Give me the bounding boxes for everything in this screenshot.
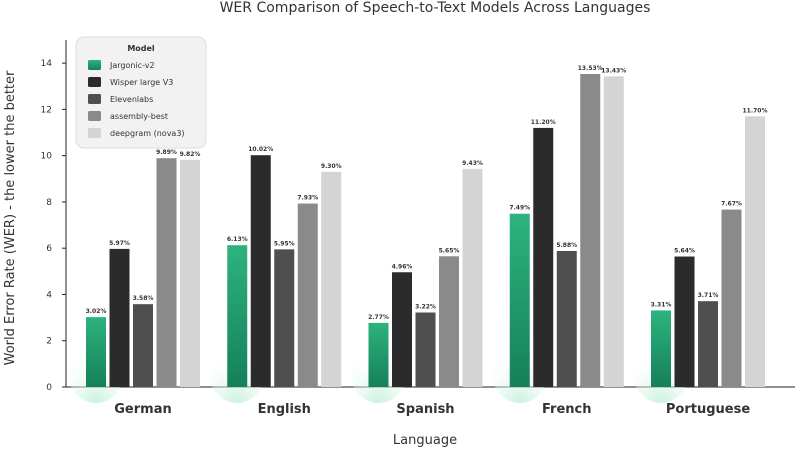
bar-german-2	[133, 304, 153, 387]
x-tick-label: German	[114, 402, 171, 417]
data-label: 9.82%	[180, 151, 201, 158]
bar-spanish-2	[415, 312, 436, 387]
legend-swatch	[88, 60, 101, 70]
bar-french-1	[533, 127, 554, 387]
bar-german-3	[156, 158, 177, 387]
bar-spanish-1	[392, 272, 412, 387]
data-label: 3.02%	[86, 308, 107, 315]
bar-spanish-3	[439, 256, 459, 387]
y-tick-label: 14	[41, 59, 53, 69]
legend-swatch	[88, 77, 101, 87]
legend-box	[75, 36, 207, 149]
bar-german-4	[180, 159, 200, 387]
y-tick-label: 8	[46, 198, 52, 208]
legend-entry: assembly-best	[110, 112, 168, 121]
data-label: 6.13%	[227, 236, 248, 243]
legend-entry: Jargonic-v2	[109, 61, 155, 70]
data-label: 13.43%	[601, 67, 626, 74]
bar-french-4	[603, 76, 624, 387]
y-tick-label: 12	[41, 105, 52, 115]
legend: Model Jargonic-v2 Wisper large V3 Elevenla…	[75, 36, 207, 149]
y-tick-label: 2	[46, 337, 52, 347]
data-label: 5.64%	[674, 248, 695, 255]
bar-french-0	[509, 213, 530, 387]
x-tick-label: English	[258, 402, 311, 417]
data-label: 11.20%	[531, 119, 556, 126]
data-label: 13.53%	[578, 65, 603, 72]
bar-english-0	[227, 245, 248, 387]
data-label: 11.70%	[743, 107, 768, 114]
legend-entry: deepgram (nova3)	[110, 129, 185, 138]
y-tick-label: 10	[41, 152, 53, 162]
data-label: 5.95%	[274, 240, 295, 247]
bar-english-3	[297, 203, 318, 387]
bar-english-1	[250, 155, 271, 387]
legend-swatch	[88, 94, 101, 104]
data-label: 3.22%	[415, 304, 436, 311]
bar-french-3	[580, 74, 601, 388]
x-axis-label: Language	[393, 433, 457, 448]
bar-portuguese-0	[651, 310, 671, 387]
x-tick-label: French	[542, 402, 592, 417]
data-label: 9.43%	[462, 160, 483, 167]
data-label: 5.88%	[556, 242, 577, 249]
data-label: 3.58%	[133, 295, 154, 302]
legend-entry: Wisper large V3	[110, 78, 173, 87]
data-label: 3.31%	[651, 301, 672, 308]
data-label: 10.02%	[248, 146, 273, 153]
data-label: 3.71%	[698, 292, 719, 299]
legend-swatch	[88, 128, 101, 138]
data-label: 9.89%	[156, 149, 177, 156]
y-tick-label: 0	[46, 383, 52, 393]
bar-portuguese-1	[674, 256, 695, 387]
bar-spanish-4	[462, 168, 483, 387]
bar-portuguese-4	[745, 116, 765, 387]
data-label: 4.96%	[392, 263, 413, 270]
data-label: 5.65%	[439, 247, 460, 254]
y-axis-label: World Error Rate (WER) - the lower the b…	[3, 70, 18, 365]
y-tick-label: 4	[46, 290, 52, 300]
data-label: 9.30%	[321, 163, 342, 170]
bar-english-2	[274, 249, 295, 387]
data-label: 7.93%	[297, 195, 318, 202]
bar-portuguese-2	[698, 301, 718, 387]
chart-title: WER Comparison of Speech-to-Text Models …	[220, 0, 651, 16]
bar-portuguese-3	[721, 209, 742, 387]
data-label: 7.67%	[721, 201, 742, 208]
bar-english-4	[321, 171, 342, 387]
bar-german-1	[109, 248, 130, 387]
bar-german-0	[86, 317, 106, 387]
legend-entry: Elevenlabs	[110, 95, 153, 104]
legend-swatch	[88, 111, 101, 121]
x-tick-label: Spanish	[396, 402, 454, 417]
x-tick-label: Portuguese	[666, 402, 750, 417]
legend-title: Model	[127, 44, 155, 53]
bar-spanish-0	[368, 322, 389, 387]
y-tick-label: 6	[46, 244, 52, 254]
data-label: 7.49%	[509, 205, 530, 212]
bar-french-2	[556, 250, 577, 387]
data-label: 2.77%	[368, 314, 389, 321]
data-label: 5.97%	[109, 240, 130, 247]
